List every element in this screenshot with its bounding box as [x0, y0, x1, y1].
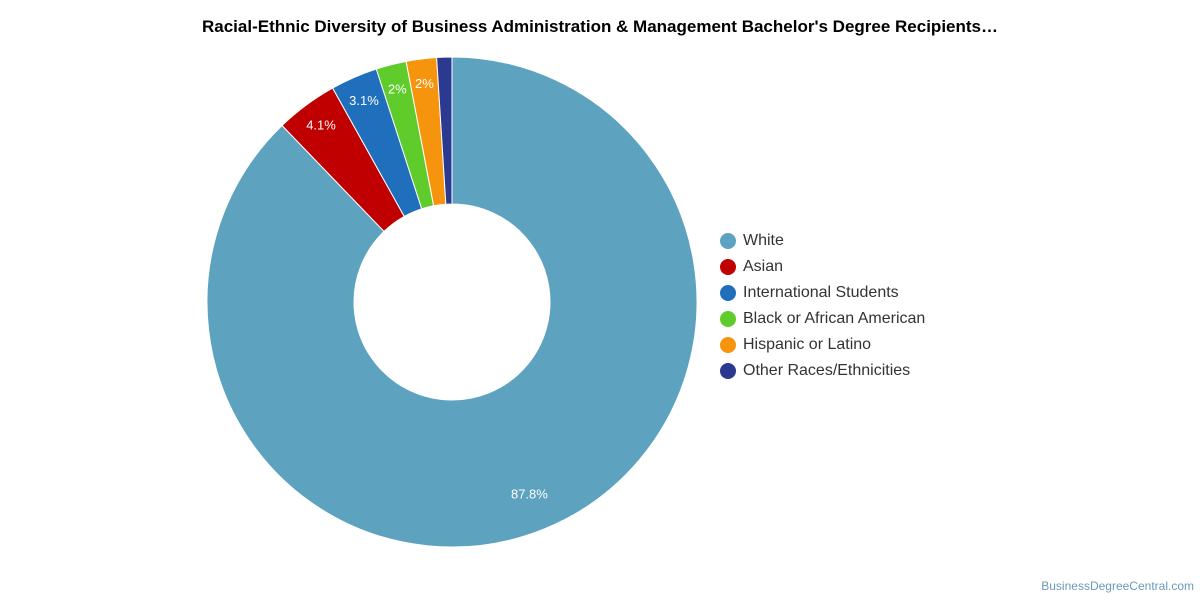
legend: White Asian International Students Black or… — [720, 228, 925, 384]
legend-label: Asian — [743, 258, 784, 275]
data-label-white: 87.8% — [511, 486, 548, 501]
legend-item-asian[interactable]: Asian — [720, 254, 925, 280]
legend-label: White — [743, 232, 784, 249]
legend-marker-icon — [720, 363, 736, 379]
legend-item-other-races-ethnicities[interactable]: Other Races/Ethnicities — [720, 358, 925, 384]
legend-item-white[interactable]: White — [720, 228, 925, 254]
data-label-asian: 4.1% — [306, 118, 336, 133]
legend-item-black-or-african-american[interactable]: Black or African American — [720, 306, 925, 332]
legend-label: International Students — [743, 284, 899, 301]
legend-marker-icon — [720, 259, 736, 275]
legend-item-international-students[interactable]: International Students — [720, 280, 925, 306]
legend-marker-icon — [720, 233, 736, 249]
legend-marker-icon — [720, 337, 736, 353]
slice-other-races-ethnicities[interactable] — [436, 56, 453, 205]
data-label-international-students: 3.1% — [349, 93, 379, 108]
legend-label: Black or African American — [743, 310, 926, 327]
legend-item-hispanic-or-latino[interactable]: Hispanic or Latino — [720, 332, 925, 358]
data-labels-group: 87.8% 4.1% 3.1% 2% 2% — [306, 76, 548, 501]
slice-white[interactable] — [206, 56, 698, 548]
data-label-hispanic-or-latino: 2% — [415, 76, 434, 91]
legend-marker-icon — [720, 311, 736, 327]
slices-group — [206, 56, 698, 548]
chart-title: Racial-Ethnic Diversity of Business Admi… — [201, 17, 998, 36]
legend-label: Hispanic or Latino — [743, 336, 872, 353]
legend-label: Other Races/Ethnicities — [743, 362, 911, 379]
legend-marker-icon — [720, 285, 736, 301]
credit-link[interactable]: BusinessDegreeCentral.com — [1041, 579, 1194, 593]
data-label-black-or-african-american: 2% — [388, 81, 407, 96]
